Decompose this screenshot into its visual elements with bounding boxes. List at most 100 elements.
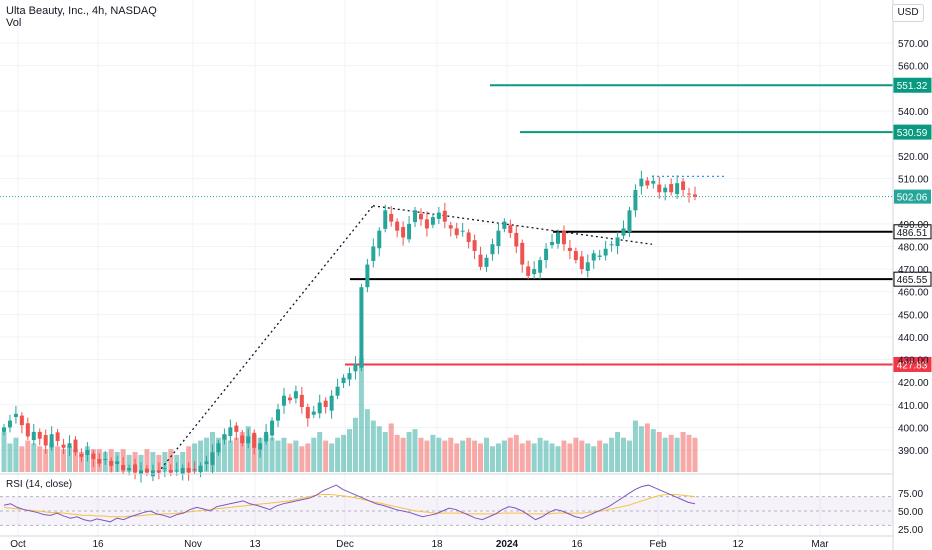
candle-body [561, 231, 566, 245]
candle-body [550, 241, 555, 246]
candle-body [61, 444, 66, 448]
candle-body [168, 469, 173, 473]
y-tick-label: 510.00 [898, 175, 929, 186]
candle-body [532, 269, 537, 275]
candle-body [49, 434, 54, 448]
x-tick-label: 2024 [496, 539, 519, 550]
candle-body [502, 221, 507, 229]
volume-bar [632, 420, 638, 472]
candle-body [73, 439, 78, 453]
chart-title: Ulta Beauty, Inc., 4h, NASDAQ [6, 5, 157, 17]
candle-body [25, 423, 30, 437]
candle-body [192, 468, 197, 471]
candle-body [395, 221, 400, 231]
candle-body [91, 453, 96, 460]
volume-bar [537, 437, 543, 472]
candle-body [585, 262, 590, 271]
candle-body [430, 217, 435, 225]
volume-bar [376, 426, 382, 472]
candle-body [341, 377, 346, 384]
volume-bar [43, 449, 49, 472]
volume-bar [323, 440, 329, 472]
candle-body [466, 232, 471, 242]
candle-body [198, 465, 203, 473]
candle-body [133, 464, 138, 473]
candle-body [180, 468, 185, 474]
price-level-label: 465.55 [897, 275, 928, 286]
candle-body [389, 213, 394, 222]
price-level-label: 486.51 [897, 228, 928, 239]
volume-bar [25, 440, 31, 472]
volume-bar [686, 434, 692, 472]
candle-body [216, 443, 221, 453]
volume-bar [341, 434, 347, 472]
volume-bar [233, 437, 239, 472]
candle-body [204, 461, 209, 465]
x-tick-label: 13 [249, 539, 261, 550]
volume-bar [418, 437, 424, 472]
volume-bar [317, 432, 323, 472]
volume-bar [263, 434, 269, 472]
candle-body [693, 194, 697, 197]
candle-body [19, 415, 24, 426]
candle-body [79, 454, 84, 457]
candle-body [264, 431, 269, 442]
candle-body [401, 227, 406, 238]
rsi-label: RSI (14, close) [6, 479, 73, 490]
candle-body [103, 459, 108, 461]
candle-body [43, 435, 48, 446]
volume-bar [275, 440, 281, 472]
x-tick-label: Oct [10, 539, 26, 550]
candle-body [609, 244, 614, 246]
volume-bar [150, 452, 156, 472]
candle-body [7, 420, 12, 428]
volume-bar [680, 432, 686, 472]
candle-body [413, 210, 418, 223]
volume-bar [335, 437, 341, 472]
volume-bar [31, 443, 37, 472]
candle-body [353, 364, 358, 372]
y-tick-label: 410.00 [898, 401, 929, 412]
candle-body [627, 210, 632, 233]
candle-body [597, 255, 602, 257]
candle-body [567, 247, 572, 252]
volume-bar [162, 452, 168, 472]
volume-bar [144, 449, 150, 472]
rsi-tick-label: 50.00 [898, 507, 923, 518]
volume-bar [561, 440, 567, 472]
candle-body [31, 431, 36, 441]
candle-body [442, 210, 447, 222]
x-tick-label: 16 [92, 539, 104, 550]
volume-bar [370, 420, 376, 472]
volume-bar [305, 443, 311, 472]
volume-bar [311, 437, 317, 472]
candle-body [347, 373, 352, 380]
y-tick-label: 540.00 [898, 107, 929, 118]
candle-body [276, 409, 281, 421]
grid [0, 0, 893, 535]
candle-body [13, 413, 18, 417]
currency-button[interactable]: USD [892, 4, 924, 22]
y-tick-label: 400.00 [898, 423, 929, 434]
candle-body [150, 470, 155, 477]
candle-body [97, 459, 102, 464]
candle-body [383, 210, 388, 229]
candle-body [186, 468, 191, 473]
candle-body [2, 427, 6, 432]
volume-bar [615, 432, 621, 472]
price-level-badge [893, 356, 932, 372]
volume-bar [430, 434, 436, 472]
candle-body [460, 230, 465, 232]
candles [2, 170, 697, 483]
volume-bar [472, 440, 478, 472]
volume-bar [573, 437, 579, 472]
candle-body [663, 187, 668, 193]
volume-bar [269, 437, 275, 472]
x-tick-label: Mar [811, 539, 829, 550]
volume-bar [555, 446, 561, 472]
candle-body [210, 452, 215, 465]
y-tick-label: 390.00 [898, 446, 929, 457]
candle-body [37, 431, 42, 439]
candle-body [287, 397, 292, 401]
